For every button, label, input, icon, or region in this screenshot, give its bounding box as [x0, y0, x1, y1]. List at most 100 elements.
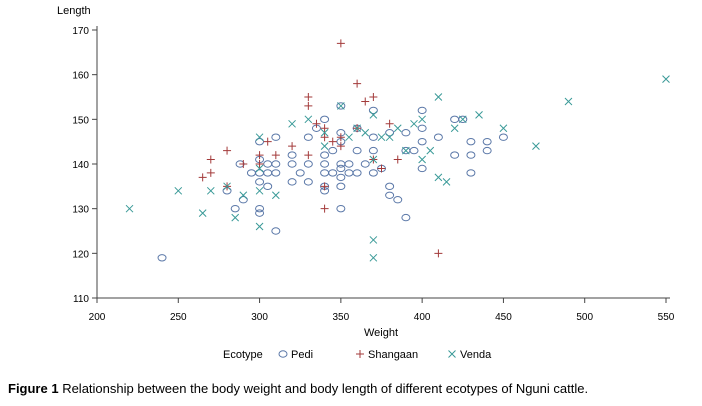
data-point-shangaan: [255, 151, 264, 160]
data-point-venda: [271, 191, 280, 200]
data-point-shangaan: [361, 97, 370, 106]
data-point-pedi: [287, 160, 297, 168]
data-point-shangaan: [353, 79, 362, 88]
data-point-venda: [369, 236, 378, 244]
data-point-pedi: [417, 164, 427, 173]
series-shangaan: [198, 39, 443, 258]
data-point-venda: [288, 119, 296, 128]
data-point-pedi: [287, 178, 297, 186]
data-point-pedi: [271, 160, 281, 168]
data-point-venda: [337, 102, 345, 110]
y-tick-label: 170: [72, 26, 89, 37]
axes: [93, 26, 670, 302]
data-point-venda: [304, 115, 313, 124]
tick-group: 200 250 300 350 400 450 500 550 110 120 130 140 150 1…: [72, 26, 674, 323]
data-point-pedi: [450, 115, 460, 124]
data-point-shangaan: [328, 137, 337, 146]
x-tick-label: 200: [89, 312, 106, 323]
data-point-pedi: [344, 169, 354, 177]
data-point-pedi: [303, 160, 313, 168]
y-tick-label: 150: [72, 115, 89, 126]
data-point-pedi: [271, 227, 281, 235]
data-point-venda: [418, 155, 426, 164]
legend-marker-shangaan: [356, 350, 364, 358]
data-point-shangaan: [206, 155, 215, 164]
y-tick-label: 110: [73, 294, 89, 305]
data-point-venda: [393, 124, 402, 133]
data-point-pedi: [417, 124, 427, 132]
scatter-chart: 200 250 300 350 400 450 500 550 110 120 130 140 150 1…: [57, 5, 675, 361]
x-tick-label: 350: [333, 312, 350, 323]
data-point-venda: [125, 204, 134, 213]
data-point-pedi: [482, 146, 492, 155]
data-point-venda: [369, 253, 378, 262]
data-point-venda: [434, 93, 443, 101]
data-point-pedi: [385, 182, 395, 191]
data-point-pedi: [417, 106, 427, 115]
data-point-pedi: [295, 169, 305, 177]
data-point-pedi: [271, 169, 281, 177]
data-point-shangaan: [320, 124, 329, 133]
data-point-pedi: [303, 178, 313, 186]
x-axis-label: Weight: [364, 327, 398, 339]
data-point-shangaan: [385, 119, 394, 128]
data-point-pedi: [336, 164, 346, 173]
data-point-shangaan: [239, 160, 248, 168]
data-point-shangaan: [263, 137, 272, 146]
y-tick-label: 160: [72, 71, 89, 82]
data-point-pedi: [466, 137, 476, 146]
data-point-shangaan: [312, 119, 321, 128]
data-point-venda: [499, 124, 508, 133]
x-tick-label: 250: [170, 312, 187, 323]
series-pedi: [157, 102, 508, 262]
legend-title: Ecotype: [223, 349, 263, 361]
data-point-shangaan: [304, 151, 313, 160]
x-tick-label: 300: [251, 312, 268, 323]
data-point-venda: [458, 115, 467, 124]
data-point-pedi: [466, 151, 476, 159]
data-point-pedi: [255, 209, 265, 217]
data-point-venda: [255, 164, 264, 173]
data-point-venda: [361, 128, 370, 137]
data-point-venda: [369, 155, 378, 164]
data-point-venda: [532, 142, 540, 150]
data-point-venda: [255, 222, 264, 231]
data-point-venda: [450, 124, 459, 133]
y-tick-label: 120: [72, 249, 89, 260]
x-tick-label: 500: [576, 312, 593, 323]
data-point-shangaan: [255, 160, 264, 168]
data-point-pedi: [157, 254, 167, 262]
data-point-pedi: [320, 160, 330, 168]
legend-label-venda: Venda: [460, 349, 492, 361]
data-point-shangaan: [320, 182, 329, 191]
data-point-pedi: [482, 137, 492, 146]
data-point-pedi: [328, 146, 338, 155]
data-point-venda: [198, 209, 207, 217]
data-point-pedi: [368, 169, 378, 177]
data-point-pedi: [246, 169, 256, 177]
data-point-venda: [377, 133, 386, 142]
data-point-pedi: [466, 169, 476, 177]
data-point-venda: [223, 182, 231, 191]
data-point-pedi: [255, 178, 265, 186]
series-venda: [125, 75, 670, 262]
data-point-pedi: [336, 182, 346, 191]
data-point-venda: [369, 111, 378, 119]
data-point-pedi: [458, 115, 468, 124]
data-point-pedi: [401, 213, 411, 222]
data-point-pedi: [336, 204, 346, 213]
data-point-pedi: [433, 133, 443, 141]
data-point-venda: [418, 115, 426, 124]
data-point-shangaan: [304, 93, 313, 101]
data-point-shangaan: [434, 249, 443, 258]
data-point-pedi: [336, 173, 346, 182]
data-point-venda: [320, 128, 329, 137]
data-point-shangaan: [393, 155, 402, 164]
legend-marker-pedi: [278, 350, 288, 358]
data-point-pedi: [498, 133, 508, 141]
data-point-pedi: [385, 191, 395, 199]
data-point-pedi: [360, 160, 370, 168]
data-point-shangaan: [336, 39, 345, 48]
data-point-pedi: [320, 169, 330, 177]
data-point-pedi: [303, 133, 313, 141]
